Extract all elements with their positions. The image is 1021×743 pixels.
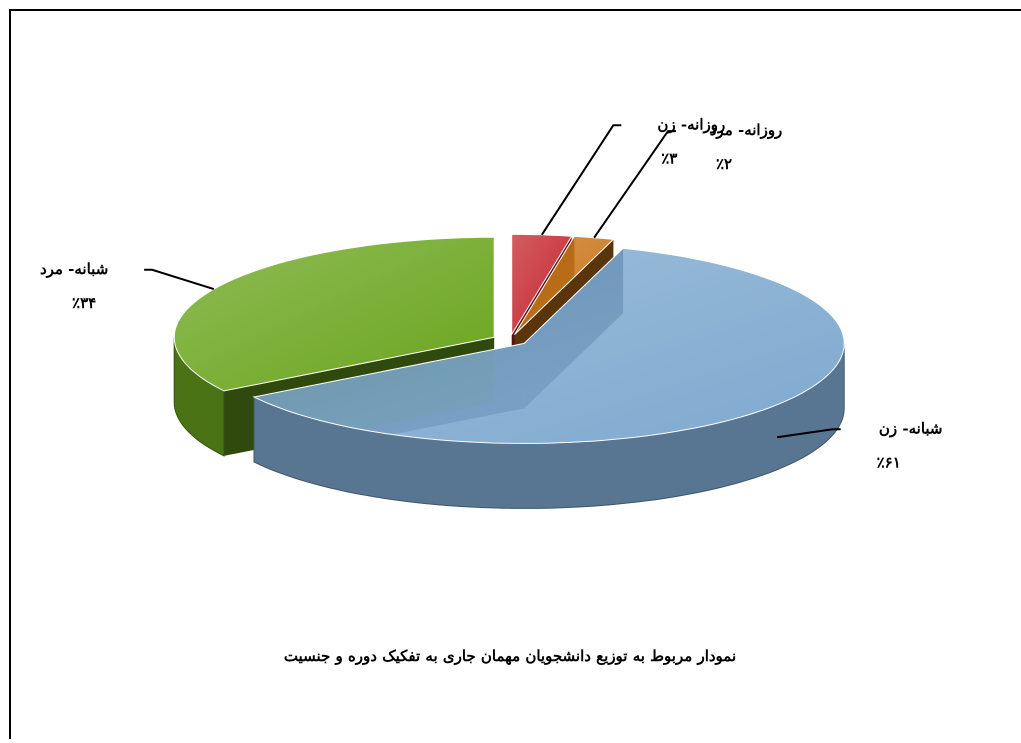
- leader-line: [776, 428, 841, 439]
- leader-line: [144, 268, 215, 291]
- category-label: شبانه- مرد: [40, 260, 108, 278]
- slice: [252, 247, 845, 444]
- category-label: روزانه- مرد: [710, 121, 783, 139]
- value-label: ٪۶۱: [877, 453, 901, 471]
- value-label: ٪۲: [716, 155, 732, 173]
- leader-line: [593, 130, 676, 239]
- chart-title: نمودار مربوط به توزیع دانشجویان مهمان جا…: [284, 647, 736, 665]
- value-label: ٪۳۴: [72, 294, 96, 312]
- leader-line: [540, 124, 622, 236]
- category-label: شبانه- زن: [879, 419, 943, 437]
- value-label: ٪۳: [661, 149, 677, 167]
- category-label: روزانه- زن: [657, 115, 725, 133]
